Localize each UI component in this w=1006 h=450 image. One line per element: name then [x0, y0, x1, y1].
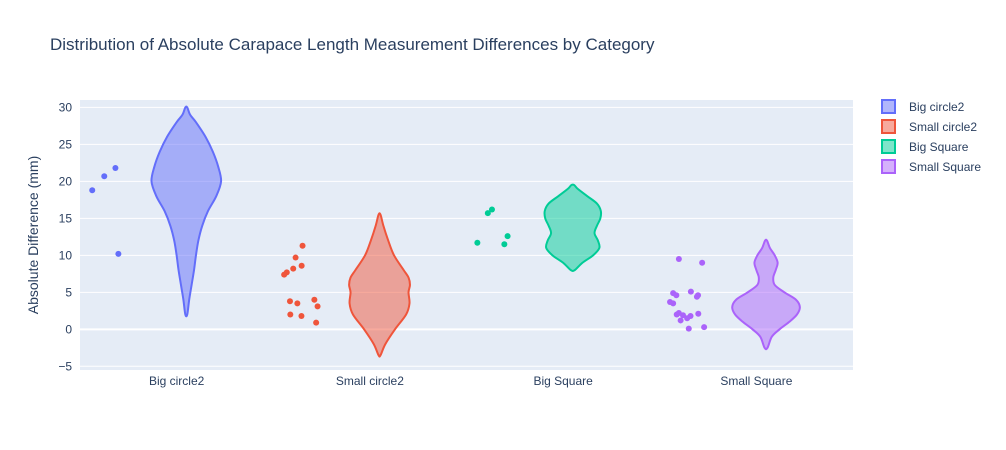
y-tick-label: −5 — [58, 359, 72, 373]
violin-shape[interactable] — [348, 212, 411, 358]
violin-group-big-square — [474, 183, 603, 273]
data-point[interactable] — [298, 262, 305, 269]
y-tick-label: 10 — [59, 248, 73, 262]
data-point[interactable] — [695, 310, 702, 317]
x-tick-label: Big Square — [533, 374, 593, 388]
y-axis-title: Absolute Difference (mm) — [25, 156, 41, 314]
data-point[interactable] — [699, 259, 706, 266]
x-tick-label: Small Square — [720, 374, 792, 388]
data-point[interactable] — [701, 324, 708, 331]
data-point[interactable] — [684, 315, 691, 322]
data-point[interactable] — [687, 288, 694, 295]
data-point[interactable] — [673, 311, 680, 318]
legend-swatch — [881, 139, 896, 154]
data-point[interactable] — [501, 241, 508, 248]
y-tick-label: 0 — [65, 322, 72, 336]
data-point[interactable] — [504, 233, 511, 240]
plot-area — [80, 100, 853, 370]
violin-group-big-circle2 — [89, 105, 223, 318]
violin-shape[interactable] — [150, 105, 223, 318]
y-tick-label: 20 — [59, 174, 73, 188]
data-point[interactable] — [670, 300, 677, 307]
legend[interactable]: Big circle2 Small circle2 Big Square Small … — [881, 99, 981, 174]
data-point[interactable] — [115, 250, 122, 257]
y-tick-label: 15 — [59, 211, 73, 225]
legend-item[interactable]: Small circle2 — [881, 119, 977, 134]
data-point[interactable] — [290, 265, 297, 272]
data-point[interactable] — [677, 317, 684, 324]
data-point[interactable] — [680, 312, 687, 319]
y-tick-label: 5 — [65, 285, 72, 299]
data-point[interactable] — [314, 303, 321, 310]
legend-item[interactable]: Big Square — [881, 139, 969, 154]
data-point[interactable] — [311, 296, 318, 303]
violin-group-small-circle2 — [281, 212, 411, 358]
data-point[interactable] — [294, 300, 301, 307]
data-point[interactable] — [299, 242, 306, 249]
x-axis: Big circle2 Small circle2 Big Square Small … — [149, 374, 793, 388]
y-tick-label: 30 — [59, 100, 73, 114]
data-point[interactable] — [281, 271, 288, 278]
violin-shape[interactable] — [543, 183, 603, 273]
legend-swatch — [881, 159, 896, 174]
legend-item[interactable]: Big circle2 — [881, 99, 965, 114]
legend-label: Big Square — [909, 140, 969, 154]
data-point[interactable] — [89, 187, 96, 194]
data-point[interactable] — [685, 325, 692, 332]
x-tick-label: Small circle2 — [336, 374, 404, 388]
data-point[interactable] — [673, 292, 680, 299]
y-axis: −5 0 5 10 15 20 25 30 — [58, 100, 72, 373]
data-point[interactable] — [287, 311, 294, 318]
y-tick-label: 25 — [59, 137, 73, 151]
data-point[interactable] — [693, 293, 700, 300]
data-point[interactable] — [101, 173, 108, 180]
legend-label: Small Square — [909, 160, 981, 174]
x-tick-label: Big circle2 — [149, 374, 205, 388]
data-point[interactable] — [675, 256, 682, 263]
legend-item[interactable]: Small Square — [881, 159, 981, 174]
violin-group-small-square — [667, 238, 801, 351]
data-point[interactable] — [286, 298, 293, 305]
legend-swatch — [881, 119, 896, 134]
data-point[interactable] — [313, 319, 320, 326]
data-point[interactable] — [292, 254, 299, 261]
data-point[interactable] — [484, 210, 491, 217]
data-point[interactable] — [112, 165, 119, 172]
data-point[interactable] — [488, 206, 495, 213]
legend-swatch — [881, 99, 896, 114]
data-point[interactable] — [474, 239, 481, 246]
data-point[interactable] — [298, 313, 305, 319]
legend-label: Big circle2 — [909, 100, 965, 114]
legend-label: Small circle2 — [909, 120, 977, 134]
chart-title: Distribution of Absolute Carapace Length… — [50, 35, 655, 54]
violin-shape[interactable] — [731, 238, 801, 351]
